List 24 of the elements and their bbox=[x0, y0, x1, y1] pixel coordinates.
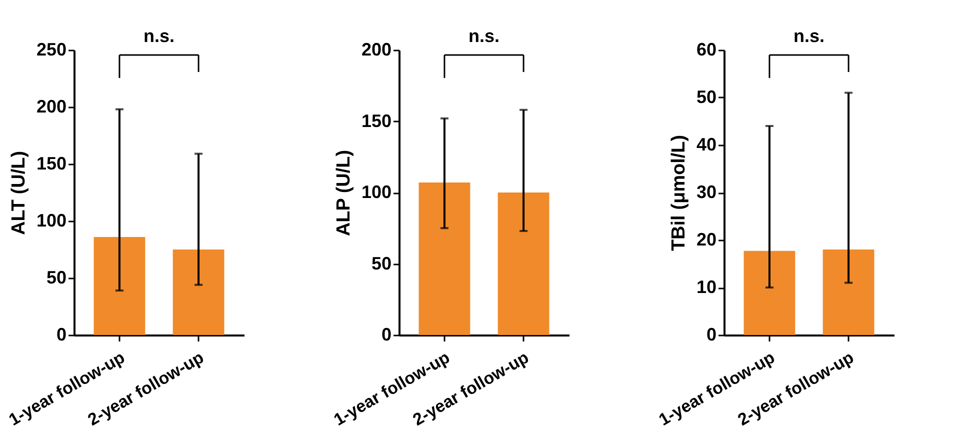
y-tick-label: 50 bbox=[46, 268, 66, 288]
y-tick-label: 200 bbox=[36, 96, 66, 116]
y-tick-label: 10 bbox=[696, 277, 716, 297]
y-tick-label: 60 bbox=[696, 40, 716, 60]
y-axis-title: ALP (U/L) bbox=[333, 150, 354, 236]
y-tick-label: 20 bbox=[696, 230, 716, 250]
y-axis-title: ALT (U/L) bbox=[8, 150, 30, 236]
y-tick-label: 50 bbox=[371, 253, 392, 274]
y-tick-label: 150 bbox=[36, 154, 66, 174]
y-tick-label: 30 bbox=[696, 182, 716, 202]
y-tick-label: 40 bbox=[696, 134, 716, 154]
y-tick-label: 250 bbox=[36, 40, 66, 60]
y-tick-label: 0 bbox=[56, 324, 66, 344]
text: n.s. bbox=[143, 26, 175, 46]
y-tick-label: 0 bbox=[381, 324, 392, 344]
text: n.s. bbox=[793, 26, 825, 46]
y-tick-label: 100 bbox=[361, 182, 392, 202]
text: n.s. bbox=[468, 26, 500, 46]
y-tick-label: 150 bbox=[361, 110, 392, 131]
y-tick-label: 100 bbox=[36, 210, 66, 230]
y-tick-label: 50 bbox=[696, 87, 716, 107]
y-axis-title: TBil (μmol/L) bbox=[668, 134, 690, 252]
y-tick-label: 0 bbox=[706, 324, 716, 344]
y-tick-label: 200 bbox=[361, 40, 392, 60]
